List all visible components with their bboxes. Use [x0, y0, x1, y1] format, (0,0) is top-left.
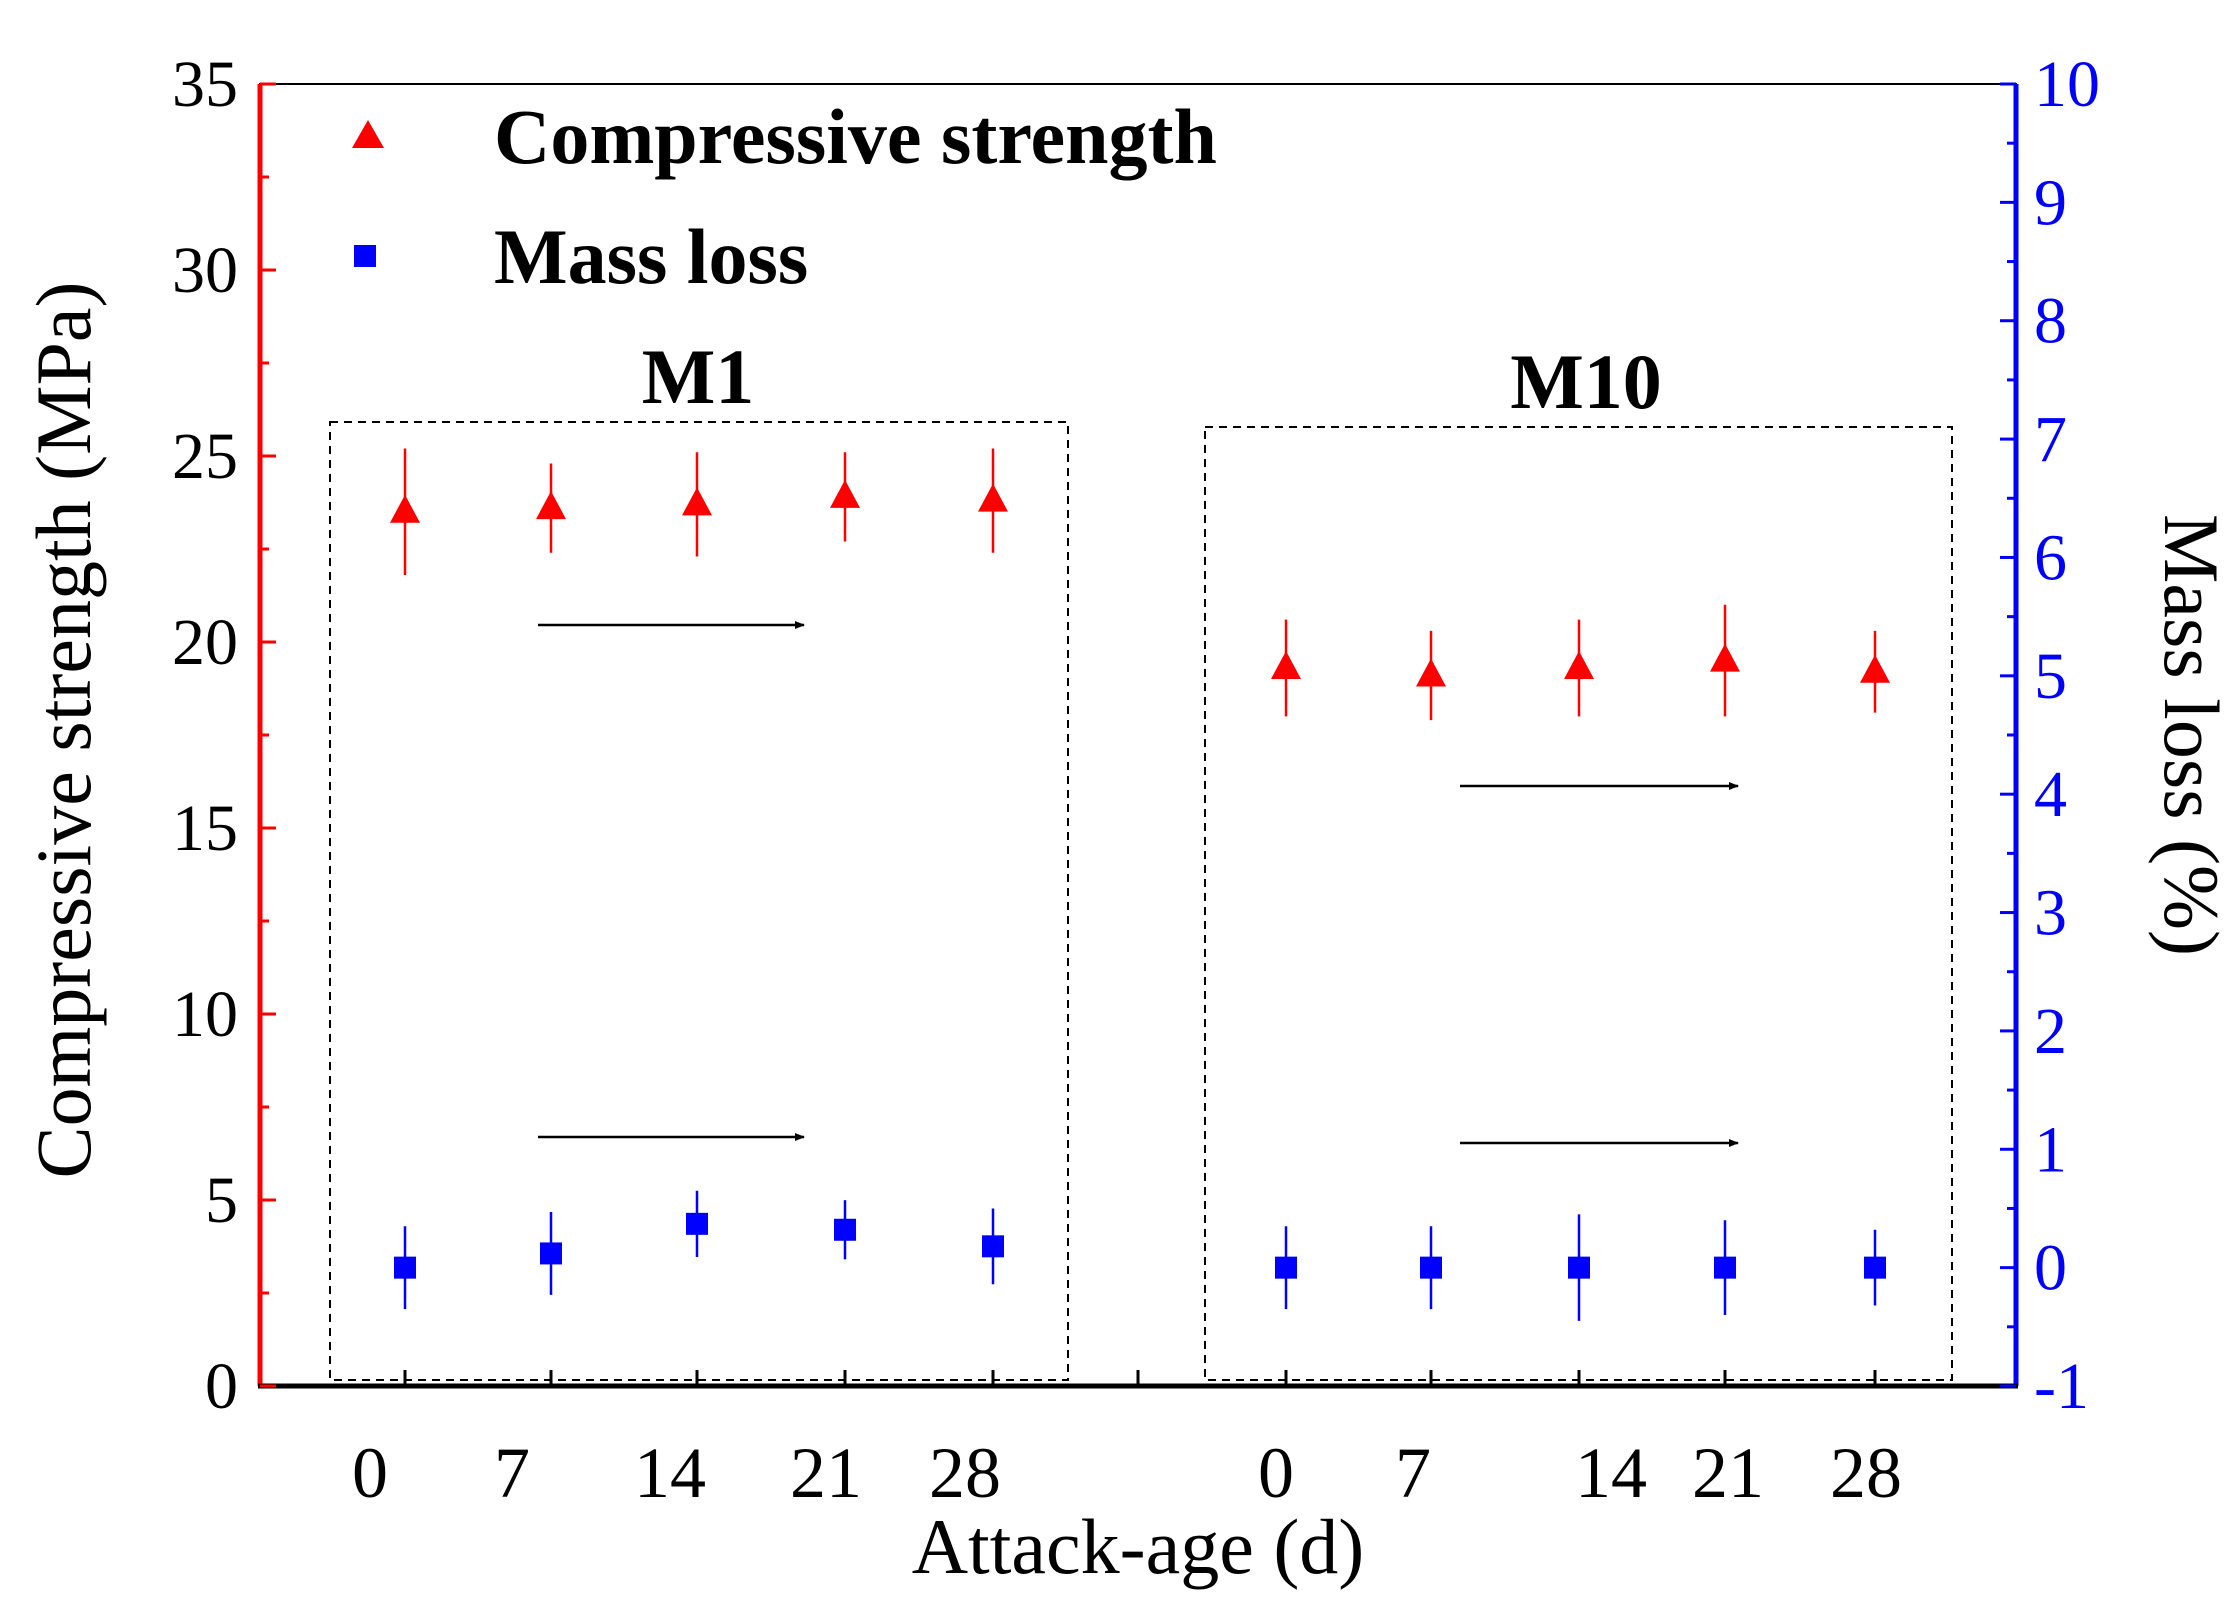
- x-tick-label: 14: [634, 1433, 706, 1513]
- legend-label-mass: Mass loss: [494, 213, 808, 300]
- right-tick-label: 4: [2034, 758, 2067, 831]
- x-tick-label: 0: [1258, 1433, 1294, 1513]
- legend-label-strength: Compressive strength: [494, 93, 1217, 180]
- x-tick-label: 0: [352, 1433, 388, 1513]
- left-tick-label: 10: [172, 978, 238, 1051]
- left-tick-label: 5: [205, 1164, 238, 1237]
- mass-loss-point: [1420, 1256, 1442, 1279]
- mass-loss-point: [394, 1256, 416, 1279]
- left-tick-label: 25: [172, 420, 238, 493]
- strength-point: [682, 487, 712, 516]
- group-box-m1: [329, 421, 1069, 1381]
- strength-point: [390, 494, 420, 523]
- mass-loss-point: [1568, 1256, 1590, 1279]
- left-tick-label: 15: [172, 792, 238, 865]
- mass-loss-point: [686, 1212, 708, 1235]
- mass-loss-point: [834, 1218, 856, 1241]
- strength-point: [536, 491, 566, 520]
- strength-point: [1710, 643, 1740, 672]
- right-axis-title: Mass loss (%): [2148, 514, 2230, 956]
- left-tick-label: 20: [172, 606, 238, 679]
- x-tick-label: 7: [1395, 1433, 1431, 1513]
- mass-loss-point: [1714, 1256, 1736, 1279]
- strength-point: [1271, 651, 1301, 680]
- left-tick-label: 30: [172, 234, 238, 307]
- right-tick-label: 10: [2034, 48, 2100, 121]
- x-axis-title: Attack-age (d): [912, 1503, 1365, 1590]
- mass-loss-point: [982, 1235, 1004, 1258]
- right-tick-label: -1: [2034, 1350, 2089, 1423]
- x-axis-ticks: 0 7 14 21 28 0 7 14 21 28: [352, 1370, 1902, 1513]
- x-tick-label: 21: [790, 1433, 862, 1513]
- right-tick-label: 9: [2034, 166, 2067, 239]
- strength-point: [1564, 651, 1594, 680]
- mass-loss-point: [1275, 1256, 1297, 1279]
- right-tick-label: 1: [2034, 1113, 2067, 1186]
- x-tick-label: 7: [494, 1433, 530, 1513]
- strength-point: [1860, 654, 1890, 683]
- right-tick-label: 3: [2034, 877, 2067, 950]
- right-tick-label: 8: [2034, 285, 2067, 358]
- left-axis-ticks: 0 5 10 15 20 25 30 35: [172, 48, 276, 1423]
- mass-loss-point: [1864, 1256, 1886, 1279]
- x-tick-label: 28: [1830, 1433, 1902, 1513]
- left-tick-label: 0: [205, 1350, 238, 1423]
- legend: Compressive strength Mass loss: [352, 93, 1217, 300]
- strength-point: [1416, 658, 1446, 687]
- legend-marker-triangle: [352, 120, 384, 148]
- right-tick-label: 5: [2034, 640, 2067, 713]
- strength-point: [978, 483, 1008, 512]
- right-tick-label: 2: [2034, 995, 2067, 1068]
- right-tick-label: 6: [2034, 521, 2067, 594]
- x-tick-label: 28: [929, 1433, 1001, 1513]
- mass-loss-point: [540, 1242, 562, 1265]
- group-label-m10: M10: [1510, 338, 1662, 425]
- right-axis-ticks: -1 0 1 2 3 4 5 6 7 8 9 10: [2000, 48, 2100, 1423]
- group-label-m1: M1: [642, 333, 755, 420]
- right-tick-label: 0: [2034, 1232, 2067, 1305]
- legend-marker-square: [354, 245, 376, 267]
- left-axis-title: Compressive strength (MPa): [20, 282, 107, 1179]
- right-tick-label: 7: [2034, 403, 2067, 476]
- data-series: [390, 448, 1890, 1321]
- left-tick-label: 35: [172, 48, 238, 121]
- x-tick-label: 21: [1692, 1433, 1764, 1513]
- strength-point: [830, 479, 860, 508]
- x-tick-label: 14: [1575, 1433, 1647, 1513]
